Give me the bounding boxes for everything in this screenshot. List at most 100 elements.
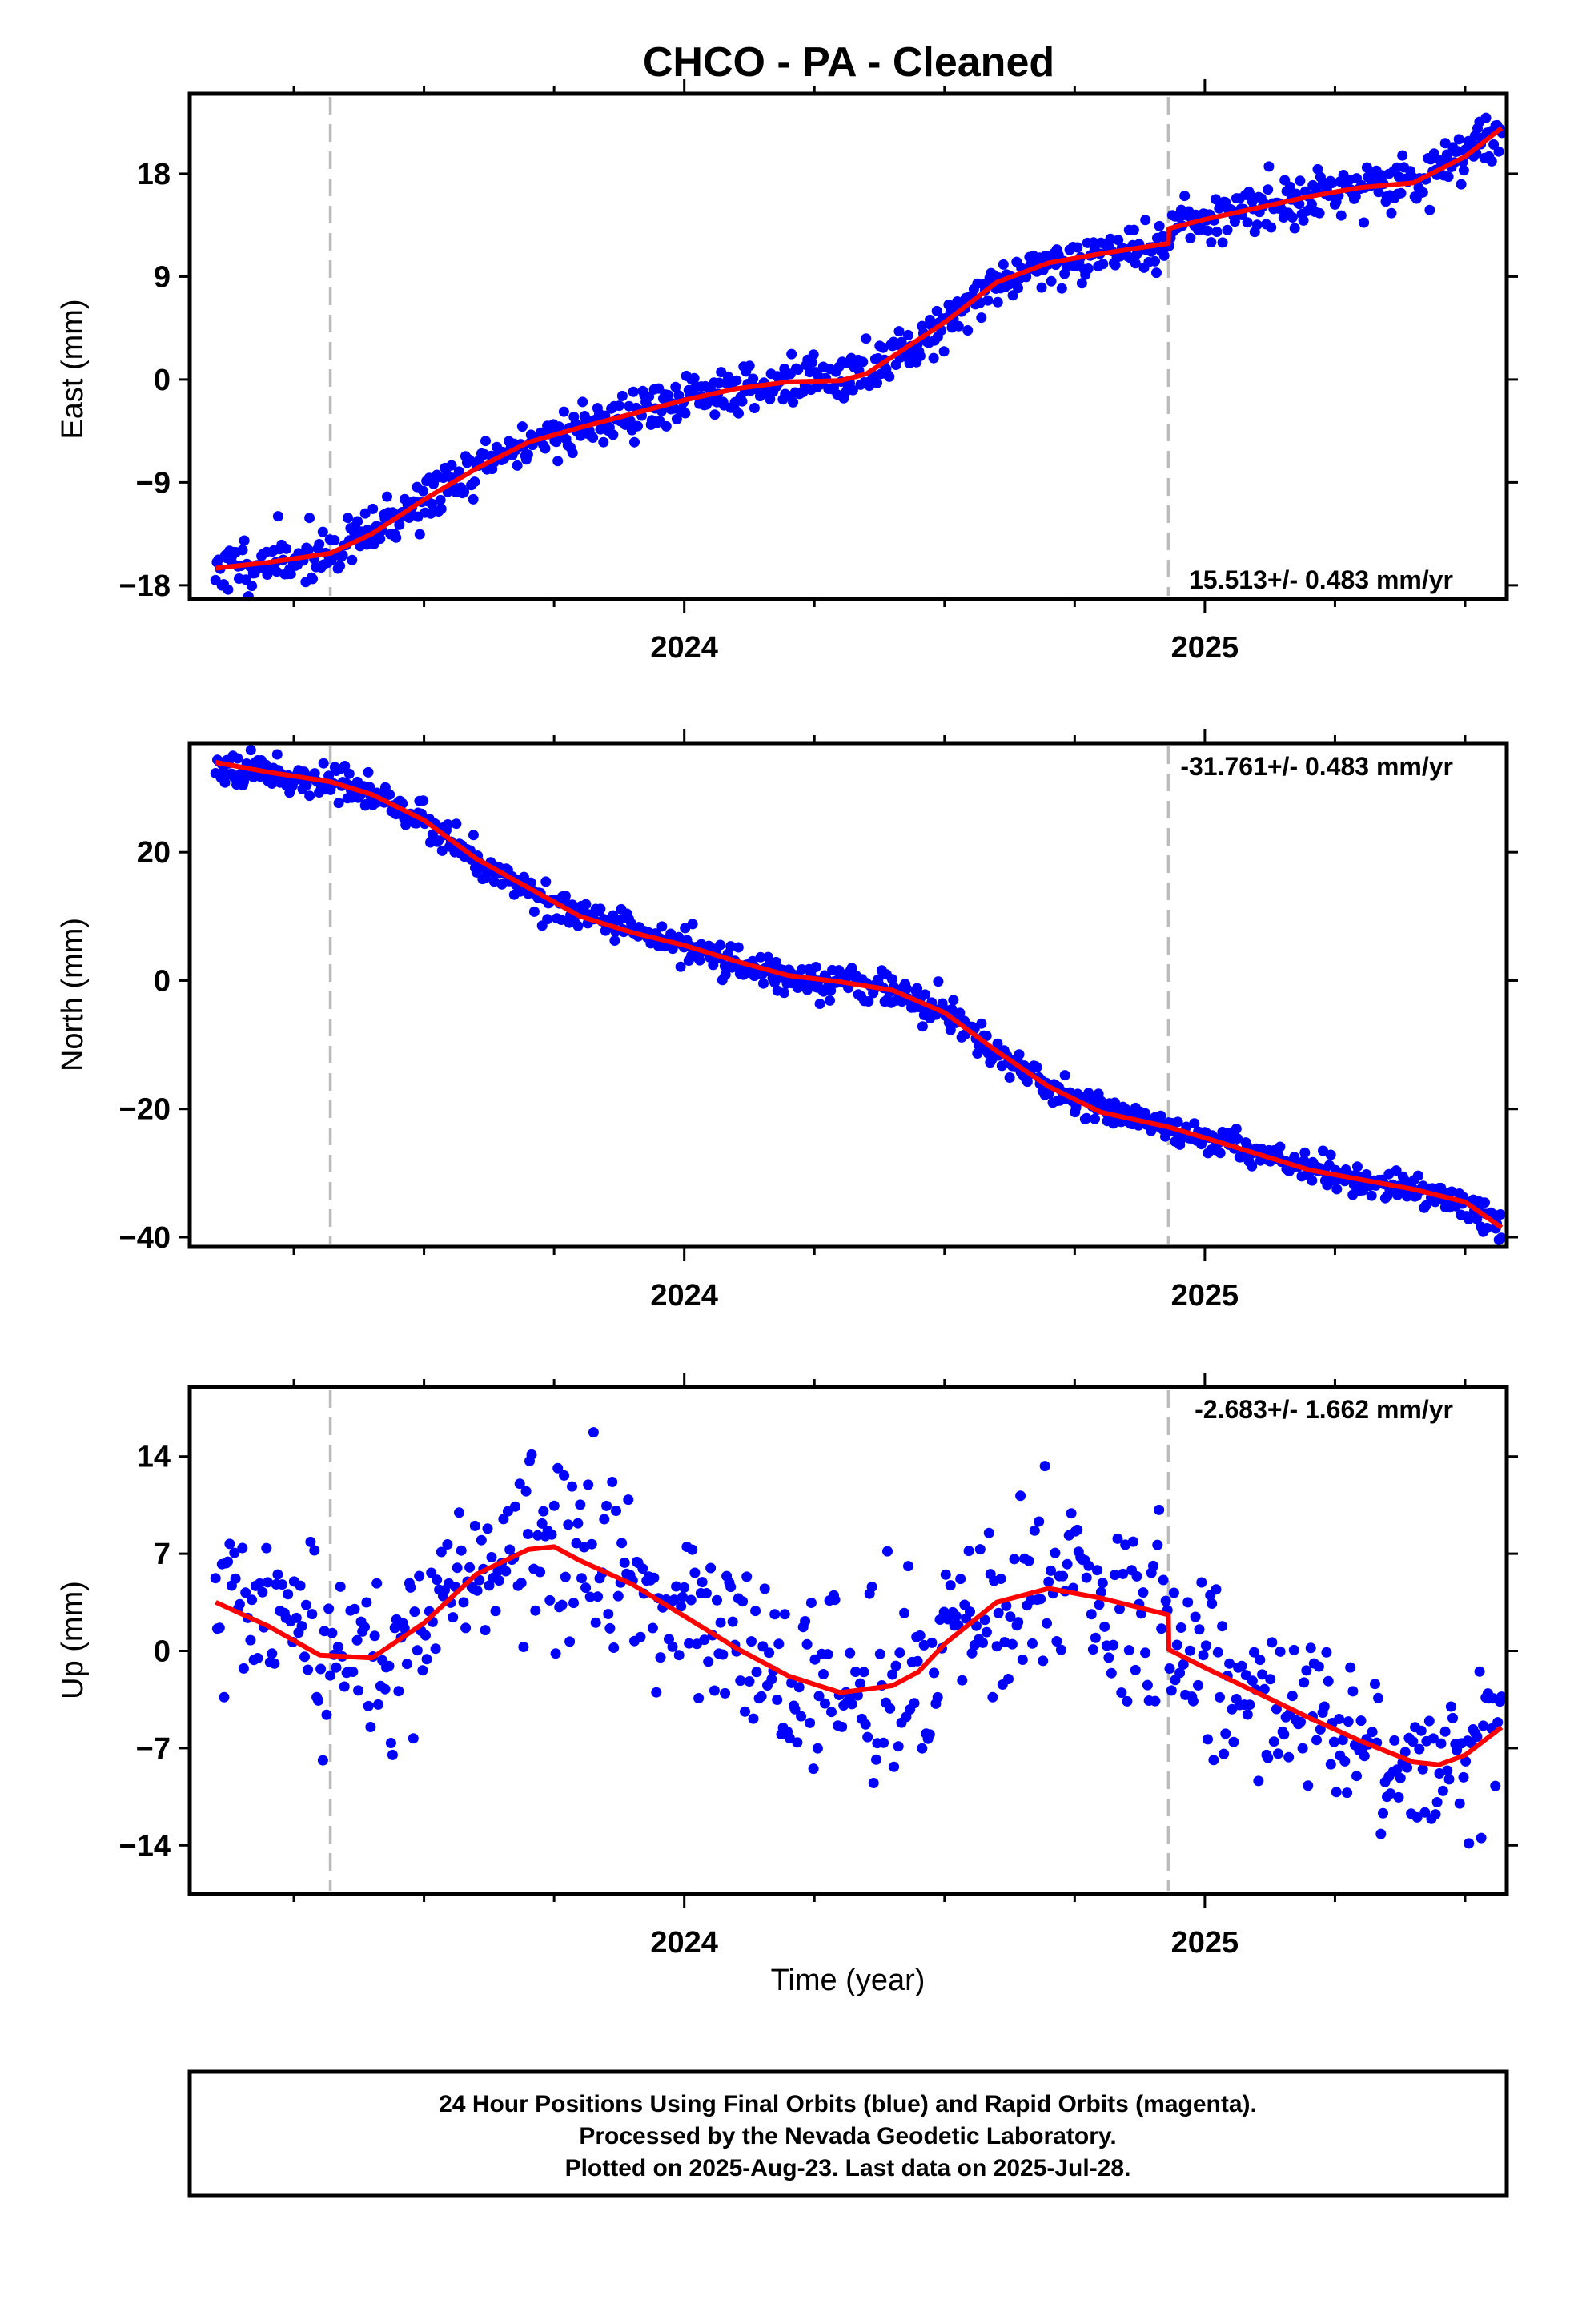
data-point bbox=[889, 1761, 900, 1772]
data-point bbox=[912, 1655, 923, 1667]
data-point bbox=[1303, 1780, 1314, 1791]
x-tick-label-east: 2024 bbox=[650, 631, 718, 665]
data-point bbox=[1439, 138, 1451, 149]
data-point bbox=[749, 403, 760, 413]
data-point bbox=[1351, 1771, 1362, 1782]
data-point bbox=[806, 357, 817, 368]
data-point bbox=[1453, 134, 1464, 145]
data-point bbox=[1339, 1755, 1351, 1767]
data-point bbox=[1112, 1533, 1123, 1544]
data-point bbox=[1228, 1736, 1239, 1747]
data-point bbox=[304, 513, 315, 524]
data-point bbox=[623, 1494, 634, 1506]
data-point bbox=[1419, 1807, 1431, 1818]
data-point bbox=[1402, 1762, 1413, 1773]
data-point bbox=[720, 969, 731, 980]
data-point bbox=[679, 1582, 690, 1593]
data-point bbox=[349, 1603, 360, 1614]
y-tick-label-east: −18 bbox=[119, 569, 171, 603]
data-point bbox=[446, 460, 457, 471]
data-point bbox=[1212, 1647, 1223, 1658]
data-point bbox=[976, 1018, 987, 1029]
plot-frame-up bbox=[187, 1385, 1509, 1896]
data-point bbox=[680, 408, 691, 419]
data-point bbox=[1172, 1116, 1183, 1128]
data-point bbox=[347, 1667, 359, 1677]
data-point bbox=[548, 1500, 560, 1511]
data-point bbox=[1081, 1112, 1092, 1124]
data-point bbox=[480, 1625, 491, 1636]
data-point bbox=[583, 1479, 594, 1490]
rate-label-north: -31.761+/- 0.483 mm/yr bbox=[1180, 752, 1453, 781]
data-point bbox=[1083, 1560, 1094, 1571]
data-point bbox=[1066, 1508, 1077, 1519]
data-point bbox=[909, 1698, 920, 1709]
data-point bbox=[317, 1755, 328, 1766]
data-point bbox=[764, 1647, 775, 1659]
data-point bbox=[588, 1427, 599, 1438]
data-point bbox=[847, 384, 858, 396]
data-point bbox=[1437, 1785, 1448, 1796]
y-tick-label-east: 9 bbox=[154, 260, 171, 294]
data-point bbox=[1038, 1655, 1049, 1667]
data-point bbox=[1072, 242, 1083, 253]
data-point bbox=[629, 436, 640, 448]
panel-east: East (mm) −18 −9 0 9 18 2024 2025 15.513+/- 0.4… bbox=[56, 79, 1518, 665]
data-point bbox=[800, 1616, 811, 1626]
data-points-east bbox=[210, 112, 1508, 602]
data-point bbox=[493, 1575, 504, 1586]
data-point bbox=[420, 1630, 431, 1641]
data-point bbox=[756, 1691, 767, 1702]
data-point bbox=[607, 1477, 618, 1487]
data-point bbox=[1198, 1650, 1209, 1661]
data-point bbox=[471, 866, 482, 878]
data-point bbox=[929, 1667, 940, 1679]
data-point bbox=[1424, 204, 1435, 215]
data-point bbox=[608, 429, 619, 440]
plot-frame-east bbox=[187, 91, 1509, 601]
data-point bbox=[1493, 146, 1504, 157]
data-point bbox=[1005, 1611, 1016, 1622]
data-point bbox=[1263, 184, 1274, 195]
data-point bbox=[309, 1545, 320, 1556]
data-point bbox=[1219, 1748, 1230, 1759]
data-point bbox=[604, 1622, 616, 1634]
data-point bbox=[469, 1520, 480, 1531]
data-point bbox=[1323, 1675, 1334, 1687]
data-point bbox=[662, 389, 673, 400]
data-point bbox=[693, 1693, 705, 1703]
y-tick-label-east: 0 bbox=[154, 364, 171, 397]
data-point bbox=[232, 753, 243, 764]
data-point bbox=[808, 349, 819, 360]
data-point bbox=[1435, 1738, 1447, 1749]
data-point bbox=[1343, 1716, 1354, 1727]
data-point bbox=[758, 978, 769, 989]
data-point bbox=[1443, 1774, 1455, 1785]
data-point bbox=[1456, 179, 1467, 190]
data-point bbox=[1275, 1141, 1286, 1152]
data-point bbox=[468, 830, 479, 841]
data-point bbox=[1244, 1699, 1255, 1711]
data-point bbox=[588, 432, 599, 443]
data-point bbox=[779, 1609, 790, 1620]
data-point bbox=[1393, 1791, 1404, 1803]
data-point bbox=[535, 1566, 546, 1578]
data-point bbox=[307, 573, 318, 585]
data-point bbox=[1345, 1662, 1356, 1673]
data-point bbox=[586, 1538, 597, 1550]
data-point bbox=[580, 1582, 592, 1594]
data-point bbox=[448, 1612, 459, 1623]
data-point bbox=[296, 1621, 307, 1632]
data-point bbox=[857, 356, 869, 368]
data-point bbox=[1004, 1072, 1015, 1083]
data-point bbox=[1095, 1586, 1106, 1598]
data-point bbox=[1215, 1691, 1225, 1703]
data-point bbox=[616, 1538, 628, 1549]
data-point bbox=[793, 1682, 805, 1693]
data-point bbox=[1156, 1623, 1167, 1634]
data-point bbox=[779, 987, 789, 999]
data-point bbox=[818, 1669, 829, 1679]
data-point bbox=[1094, 1599, 1105, 1610]
data-point bbox=[219, 777, 231, 788]
data-point bbox=[408, 1733, 419, 1744]
